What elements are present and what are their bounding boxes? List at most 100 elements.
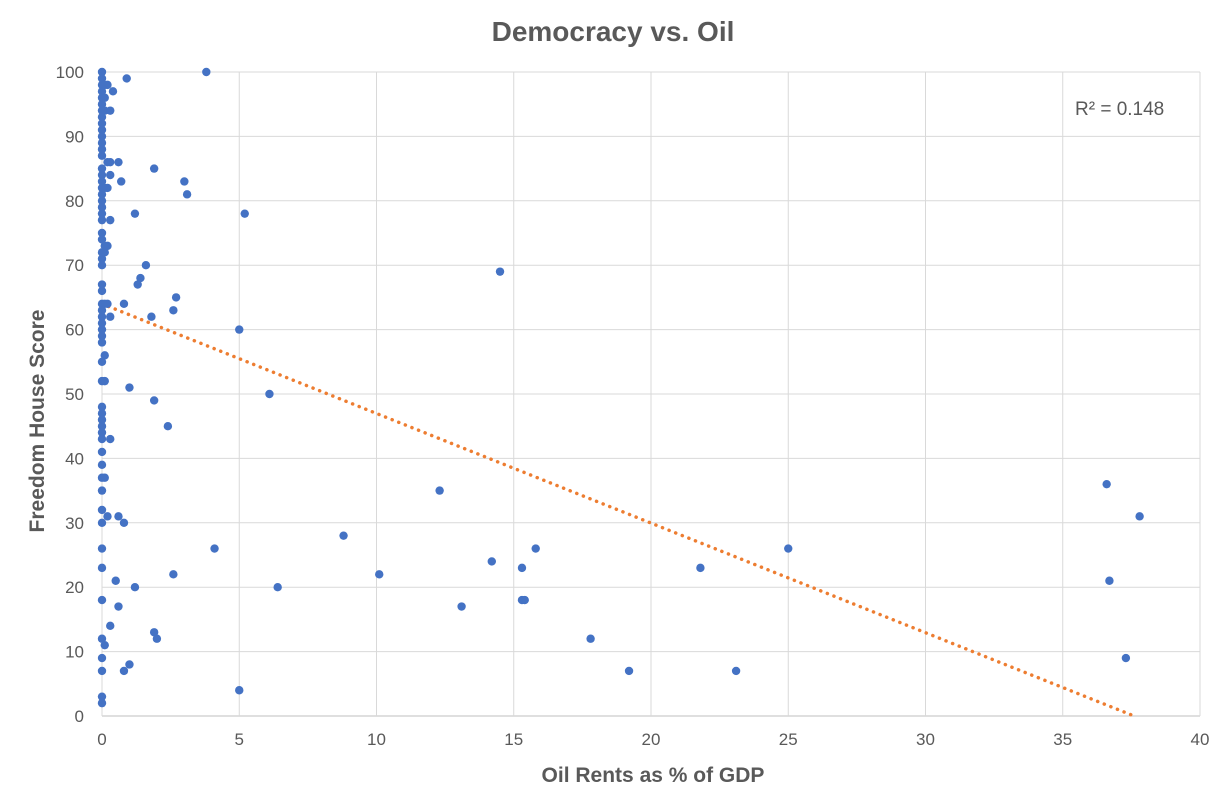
data-point	[106, 106, 115, 115]
data-point	[100, 351, 109, 360]
y-tick-label: 90	[65, 127, 84, 146]
data-point	[149, 628, 159, 637]
data-point	[97, 698, 107, 708]
data-point	[106, 157, 115, 167]
y-axis-label: Freedom House Score	[26, 310, 49, 533]
y-tick-label: 80	[65, 192, 84, 211]
data-point	[114, 157, 123, 167]
x-axis-ticks: 0 5 10 15 20 25 30 35 40	[97, 730, 1209, 749]
data-point	[130, 583, 140, 592]
data-point	[97, 318, 107, 328]
data-point	[520, 595, 529, 605]
data-point	[114, 512, 123, 521]
data-point	[149, 396, 159, 405]
data-point	[495, 267, 505, 276]
data-point	[97, 254, 107, 263]
data-point	[97, 235, 107, 244]
data-point	[111, 576, 120, 585]
data-point	[97, 428, 107, 437]
data-point	[97, 486, 107, 495]
data-point	[97, 215, 107, 225]
data-point	[106, 215, 115, 225]
data-point	[147, 312, 156, 321]
data-point	[97, 67, 107, 77]
data-point	[163, 422, 173, 431]
trendline	[100, 302, 1136, 718]
data-point	[103, 299, 112, 309]
y-tick-label: 60	[65, 321, 84, 340]
x-tick-label: 15	[504, 730, 523, 749]
chart-title: Democracy vs. Oil	[492, 16, 735, 47]
y-tick-label: 100	[56, 63, 84, 82]
data-point	[457, 602, 466, 611]
data-point	[171, 293, 181, 302]
data-point	[375, 570, 384, 579]
data-point	[97, 460, 107, 470]
data-point	[97, 409, 107, 418]
data-point	[97, 151, 107, 160]
data-point	[103, 80, 112, 90]
data-point	[133, 280, 142, 289]
data-point	[97, 145, 107, 154]
data-point	[784, 544, 793, 553]
data-point	[97, 177, 107, 186]
data-point	[122, 74, 131, 83]
data-point	[97, 138, 107, 148]
data-point	[103, 241, 112, 251]
x-tick-label: 0	[97, 730, 106, 749]
data-point	[97, 595, 107, 605]
data-point	[97, 119, 107, 128]
data-point	[339, 531, 348, 540]
data-point	[97, 422, 107, 431]
data-point	[97, 505, 107, 515]
data-point	[265, 389, 274, 399]
data-point	[531, 544, 540, 553]
data-point	[97, 203, 107, 212]
r-squared-annotation: R² = 0.148	[1075, 99, 1164, 120]
data-point	[114, 602, 123, 611]
data-point	[435, 486, 444, 495]
data-point	[97, 164, 107, 173]
data-point	[97, 125, 107, 135]
x-tick-label: 20	[642, 730, 661, 749]
y-tick-label: 0	[75, 707, 84, 726]
y-tick-label: 40	[65, 449, 84, 468]
data-point	[97, 228, 107, 238]
data-point	[141, 261, 151, 270]
data-point	[97, 447, 107, 457]
data-point	[517, 563, 527, 573]
data-point	[97, 87, 107, 96]
data-point	[97, 280, 107, 289]
data-point	[117, 177, 126, 186]
data-point	[149, 164, 159, 173]
data-point	[97, 331, 107, 341]
data-point	[103, 183, 112, 193]
data-point	[97, 653, 107, 663]
data-point	[1135, 512, 1144, 521]
data-point	[136, 273, 145, 283]
data-point	[273, 583, 282, 592]
data-point	[119, 518, 129, 527]
data-point	[97, 666, 107, 676]
y-tick-label: 10	[65, 643, 84, 662]
data-point	[624, 666, 634, 676]
data-point	[106, 312, 115, 321]
data-point	[100, 248, 109, 257]
data-point	[97, 261, 107, 270]
data-point	[97, 434, 107, 444]
data-point	[97, 338, 107, 347]
data-point	[97, 112, 107, 122]
data-point	[100, 93, 109, 102]
data-point	[180, 177, 189, 186]
data-point	[696, 563, 705, 573]
x-tick-label: 10	[367, 730, 386, 749]
y-tick-label: 30	[65, 514, 84, 533]
data-point	[100, 473, 109, 482]
data-point	[202, 67, 211, 77]
data-point	[106, 170, 115, 180]
x-tick-label: 30	[916, 730, 935, 749]
data-point	[97, 306, 107, 315]
data-point	[97, 132, 107, 141]
data-point	[97, 325, 107, 334]
data-point	[169, 306, 178, 315]
